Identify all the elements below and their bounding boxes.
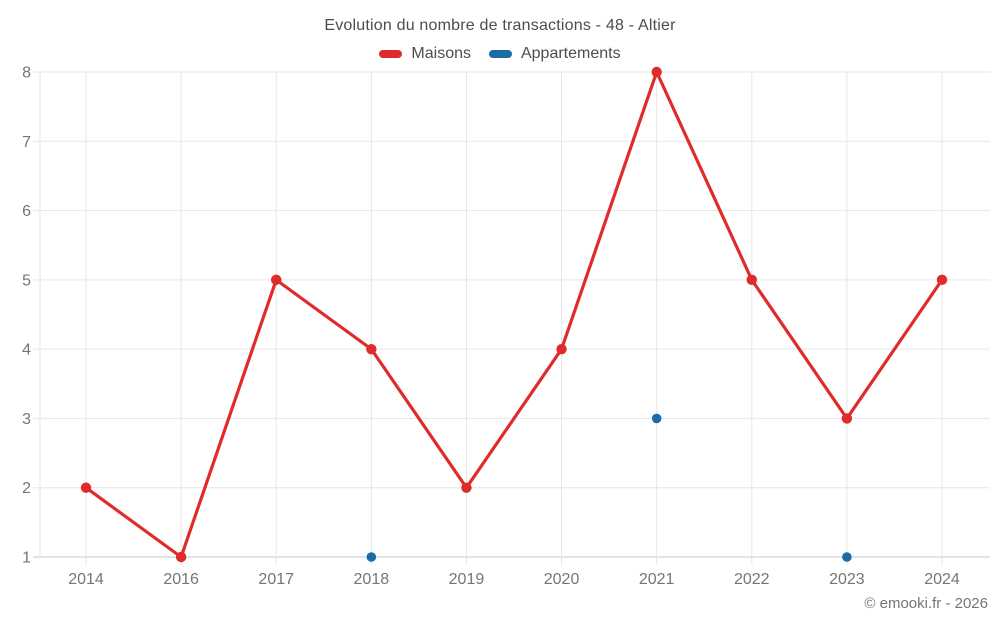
data-point-maisons-2014 xyxy=(80,482,92,493)
chart-legend: Maisons Appartements xyxy=(0,45,1000,63)
x-tick-label-2023: 2023 xyxy=(829,571,865,588)
y-tick-label-8: 8 xyxy=(22,65,31,82)
x-tick-label-2024: 2024 xyxy=(924,571,960,588)
data-point-maisons-2023 xyxy=(841,413,853,424)
data-point-appartements-2018 xyxy=(366,552,377,562)
legend-marker-appartements xyxy=(488,50,512,58)
y-tick-label-7: 7 xyxy=(22,134,31,151)
chart-title: Evolution du nombre de transactions - 48… xyxy=(324,17,676,34)
legend-marker-maisons xyxy=(379,50,403,58)
x-tick-label-2019: 2019 xyxy=(449,571,485,588)
legend-label: Maisons xyxy=(411,45,471,62)
data-point-maisons-2020 xyxy=(556,343,567,355)
x-tick-label-2022: 2022 xyxy=(734,571,770,588)
data-point-maisons-2021 xyxy=(651,66,662,78)
x-tick-label-2017: 2017 xyxy=(258,571,294,588)
y-tick-label-5: 5 xyxy=(22,272,31,289)
data-point-appartements-2023 xyxy=(842,552,852,562)
data-point-maisons-2022 xyxy=(746,274,757,286)
data-point-appartements-2021 xyxy=(651,413,662,424)
x-tick-label-2020: 2020 xyxy=(544,571,580,588)
copyright-text: © emooki.fr - 2026 xyxy=(864,595,988,612)
legend-label: Appartements xyxy=(520,45,621,62)
y-tick-label-4: 4 xyxy=(22,342,31,359)
x-tick-label-2016: 2016 xyxy=(163,571,199,588)
legend-item-appartements[interactable]: Appartements xyxy=(488,45,621,63)
y-tick-label-3: 3 xyxy=(22,411,31,428)
legend-item-maisons[interactable]: Maisons xyxy=(379,45,471,63)
y-tick-label-6: 6 xyxy=(22,203,31,220)
data-point-maisons-2019 xyxy=(461,482,472,493)
data-point-maisons-2016 xyxy=(175,551,187,563)
data-point-maisons-2024 xyxy=(936,274,948,286)
series-line-maisons xyxy=(84,70,944,559)
y-tick-label-2: 2 xyxy=(22,480,31,497)
data-point-maisons-2017 xyxy=(271,274,282,286)
data-point-maisons-2018 xyxy=(366,343,377,355)
y-tick-label-1: 1 xyxy=(22,550,31,567)
x-tick-label-2021: 2021 xyxy=(639,571,675,588)
x-tick-label-2018: 2018 xyxy=(354,571,390,588)
x-tick-label-2014: 2014 xyxy=(68,571,104,588)
